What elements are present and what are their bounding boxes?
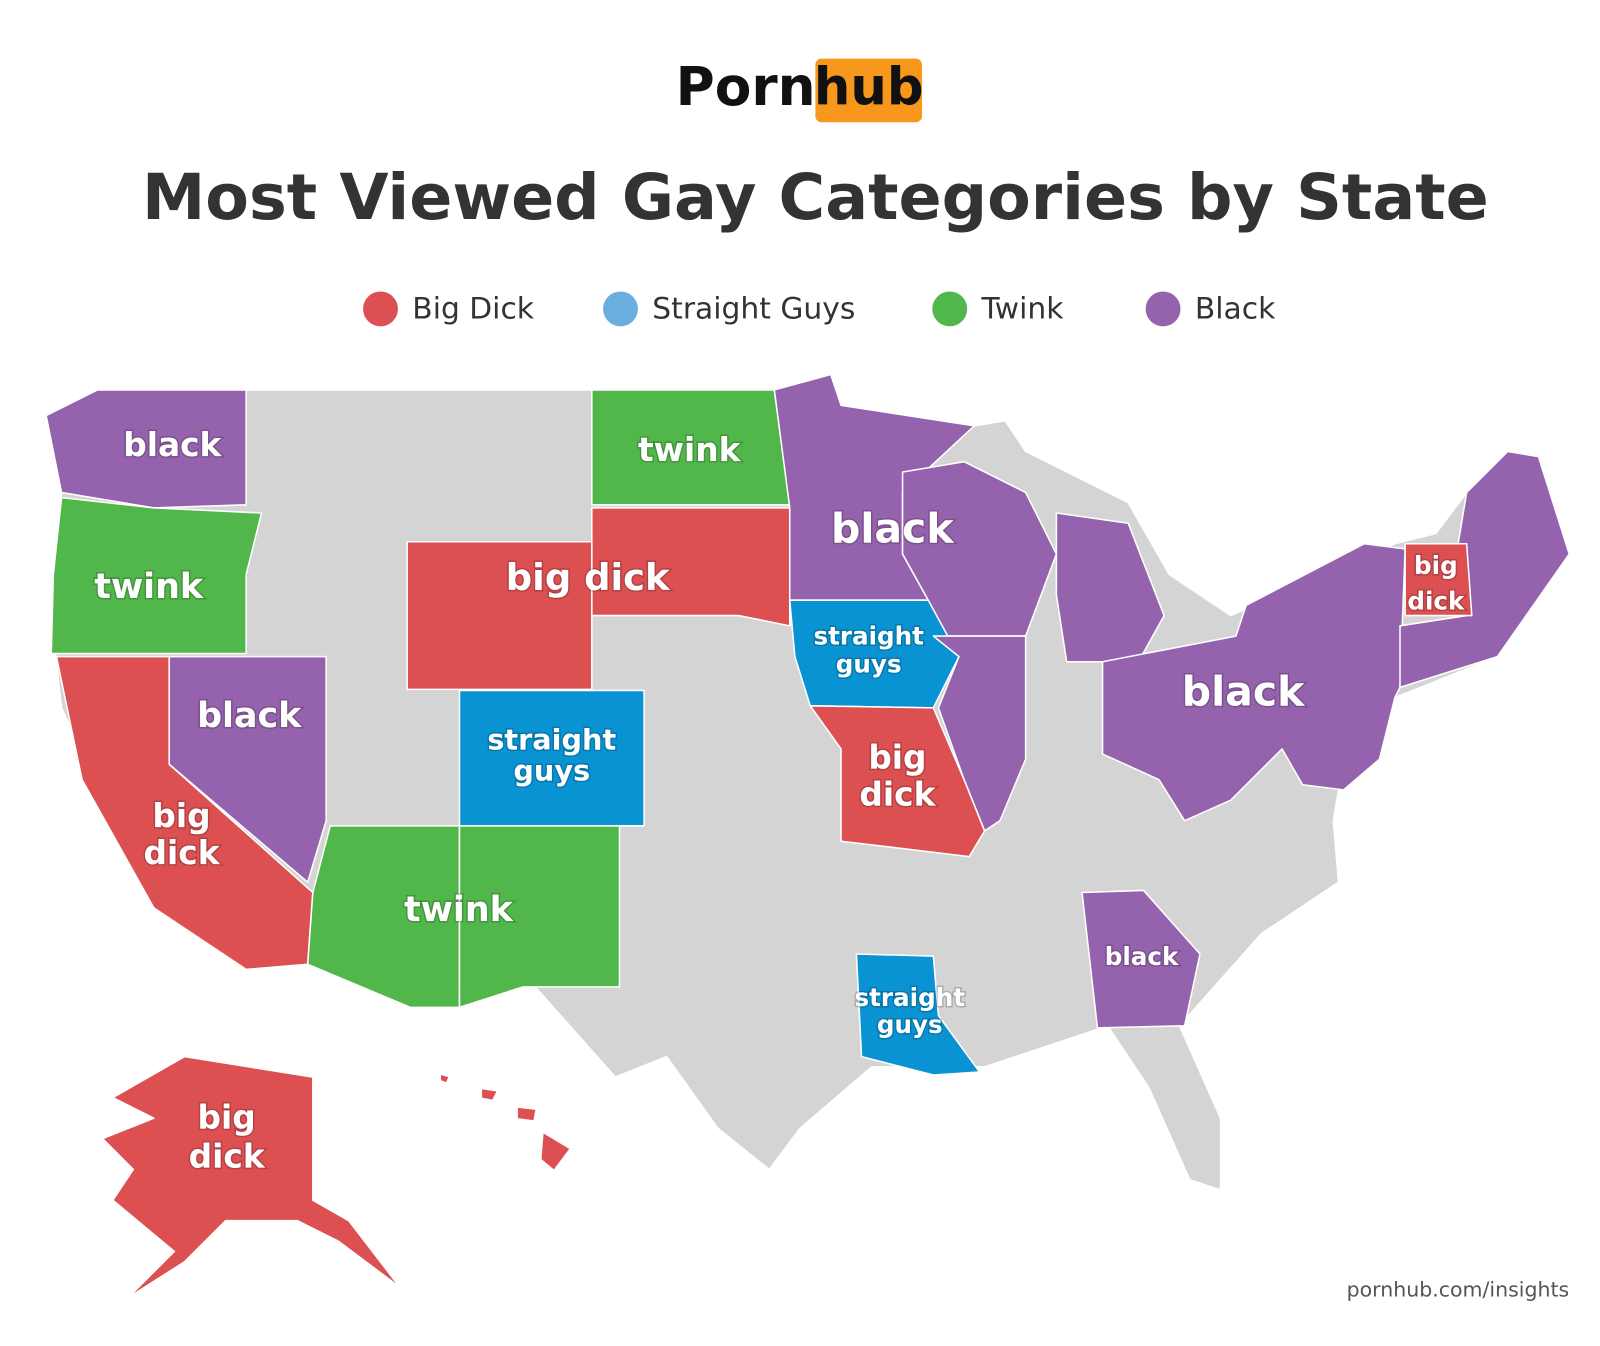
- map-label: guys: [836, 649, 902, 678]
- state: [855, 953, 981, 1076]
- map-label: black: [1182, 668, 1306, 716]
- state: [50, 496, 263, 655]
- map-label: dick: [189, 1138, 266, 1176]
- map-label: straight: [854, 983, 965, 1012]
- map: [45, 373, 1570, 1299]
- legend-swatch: [932, 291, 968, 327]
- map-label: dick: [859, 776, 936, 814]
- state: [458, 689, 645, 827]
- map-label: twink: [94, 567, 204, 607]
- map-label: twink: [638, 431, 742, 469]
- state: [101, 1055, 401, 1299]
- footer: pornhub.com/insights: [1347, 1277, 1570, 1301]
- map-label: straight: [813, 622, 924, 651]
- map-label: big: [1414, 551, 1458, 580]
- logo-text: Porn: [676, 55, 816, 118]
- legend-swatch: [603, 291, 638, 327]
- state: [1055, 512, 1165, 663]
- state: [482, 1089, 497, 1100]
- map-label: guys: [513, 753, 590, 787]
- state: [168, 655, 327, 883]
- state: [517, 1107, 536, 1121]
- map-label: big: [868, 739, 926, 777]
- map-label: guys: [877, 1010, 943, 1039]
- legend-label: Twink: [981, 291, 1065, 326]
- state: [809, 705, 986, 858]
- map-label: black: [1105, 942, 1179, 971]
- legend: Big Dick Straight Guys Twink Black: [363, 291, 1276, 326]
- map-label: big: [198, 1099, 256, 1137]
- title: Most Viewed Gay Categories by State: [142, 160, 1489, 234]
- logo-badge-bg: [815, 58, 923, 123]
- map-label: black: [123, 426, 222, 464]
- legend-label: Black: [1195, 291, 1276, 326]
- logo-badge: hub: [814, 57, 924, 117]
- state: [458, 825, 621, 1009]
- map-label: twink: [404, 890, 514, 930]
- legend-label: Big Dick: [412, 291, 534, 326]
- map-label: big: [152, 797, 210, 835]
- legend-swatch: [363, 291, 398, 327]
- legend-swatch: [1145, 291, 1181, 327]
- state: [1404, 543, 1473, 617]
- map-label: black: [831, 504, 955, 552]
- map-label: dick: [144, 834, 221, 872]
- state: [541, 1133, 570, 1170]
- map-label: big dick: [506, 556, 671, 599]
- map-label: black: [197, 696, 302, 736]
- state: [45, 389, 247, 509]
- state: [406, 540, 593, 691]
- state: [1101, 543, 1406, 822]
- legend-label: Straight Guys: [652, 291, 855, 326]
- map-label: straight: [487, 723, 616, 757]
- map-label: dick: [1407, 587, 1465, 616]
- state: [1399, 450, 1570, 689]
- state: [441, 1075, 449, 1083]
- state: [1081, 889, 1201, 1029]
